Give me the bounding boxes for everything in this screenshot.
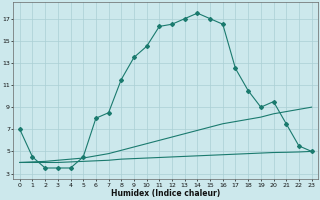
X-axis label: Humidex (Indice chaleur): Humidex (Indice chaleur)	[111, 189, 220, 198]
